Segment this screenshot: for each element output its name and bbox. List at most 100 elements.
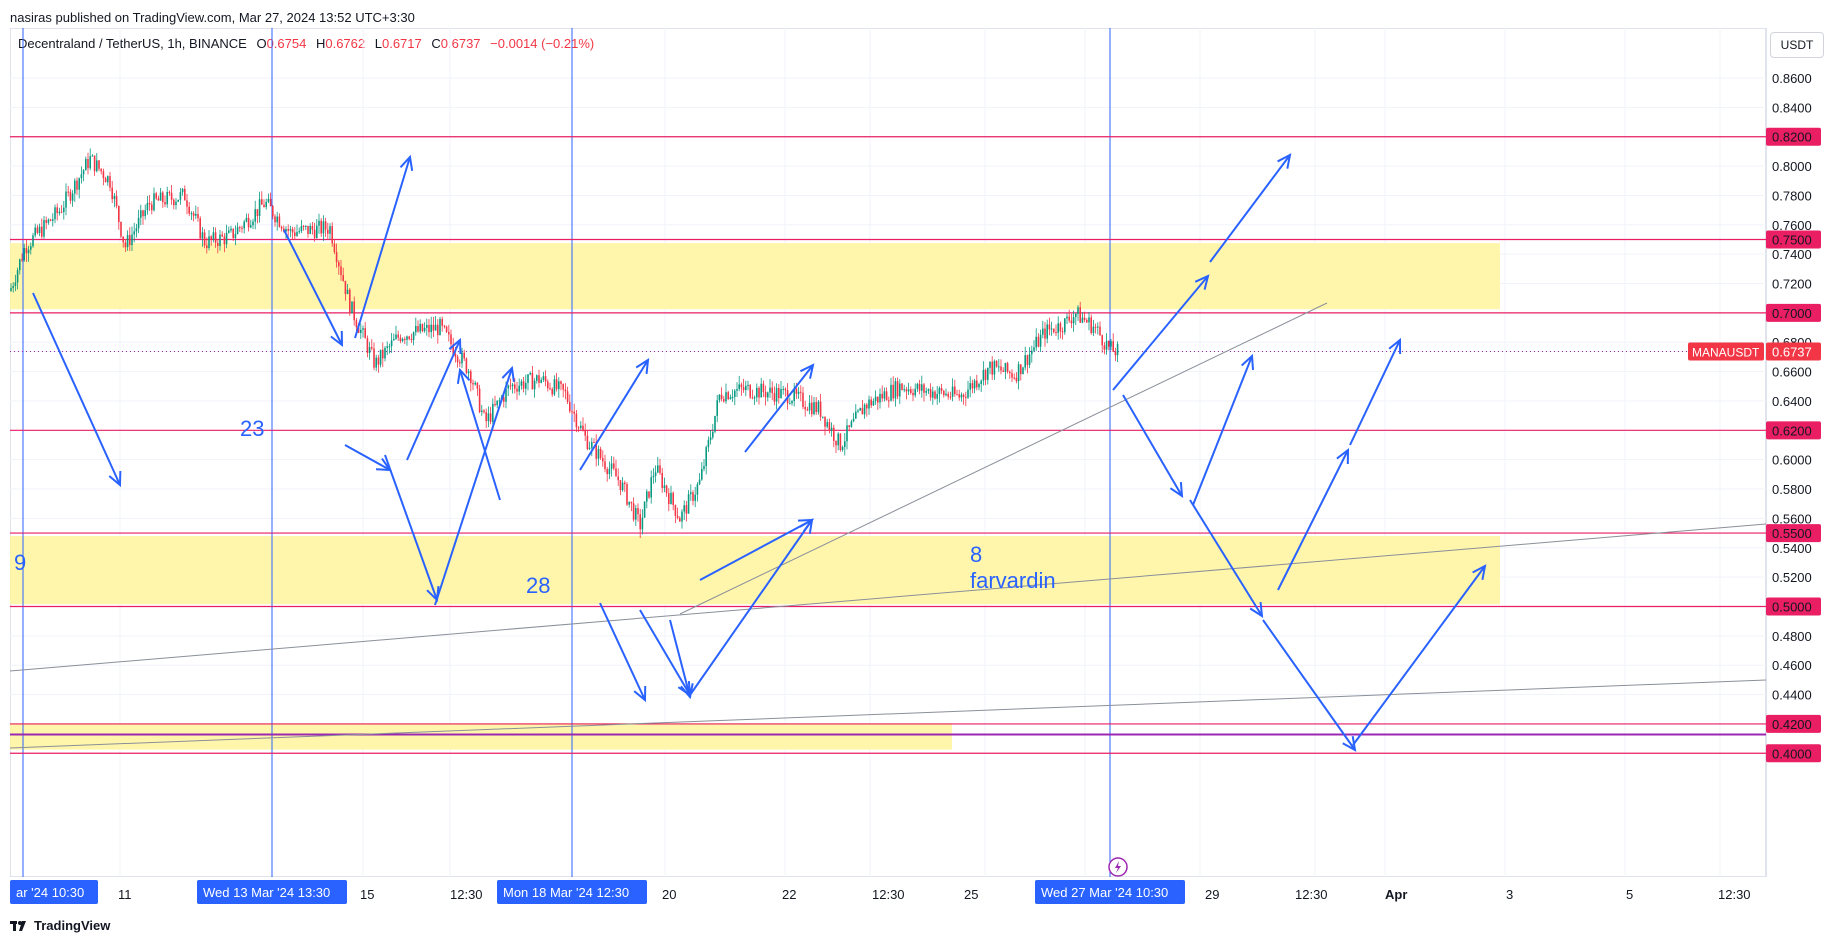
candle-body (949, 396, 952, 398)
candle-body (929, 389, 932, 398)
candle-body (96, 160, 98, 172)
candle-body (236, 227, 239, 235)
price-tick-label: 0.8600 (1772, 71, 1812, 86)
horizontal-levels (10, 136, 1766, 754)
candle-body (819, 401, 822, 417)
arrow-line (384, 454, 438, 601)
candle-body (978, 383, 980, 388)
price-tick-label: 0.7600 (1772, 218, 1812, 233)
candle-body (45, 220, 47, 223)
time-highlight-badge (197, 880, 347, 904)
candle-body (14, 282, 17, 286)
candle-body (412, 332, 415, 340)
price-level-badge (1766, 127, 1821, 146)
candle-body (551, 389, 553, 395)
time-highlight-label: ar '24 10:30 (16, 885, 84, 900)
price-level-label: 0.4200 (1772, 717, 1812, 732)
candle-body (879, 393, 881, 403)
candle-body (408, 336, 410, 339)
candle-body (549, 388, 551, 390)
candle-body (1081, 317, 1084, 323)
candle-body (643, 501, 646, 518)
candle-body (727, 392, 729, 400)
candle-body (1050, 328, 1053, 330)
candle-body (276, 216, 278, 223)
arrow-head (456, 367, 471, 384)
candle-body (916, 383, 919, 389)
candle-body (113, 195, 116, 200)
candle-body (452, 344, 454, 355)
candle-body (173, 199, 175, 206)
candle-body (654, 472, 657, 476)
candle-body (16, 270, 19, 283)
symbol-title[interactable]: Decentraland / TetherUS, 1h, BINANCE (18, 36, 247, 51)
price-level-badge (1766, 597, 1821, 616)
candle-body (575, 413, 578, 428)
arrow-head (108, 470, 122, 488)
candle-body (562, 383, 564, 390)
candle-body (302, 225, 305, 227)
candle-body (709, 437, 712, 441)
candle-body (1103, 345, 1106, 350)
price-tick-label: 0.5400 (1772, 541, 1812, 556)
footer-brand[interactable]: TradingView (10, 918, 110, 933)
candle-body (934, 391, 936, 399)
candle-body (839, 433, 842, 450)
candle-body (496, 400, 498, 406)
candle-body (322, 221, 325, 234)
candle-body (148, 202, 151, 205)
candle-body (32, 235, 34, 247)
candle-body (1024, 355, 1026, 368)
candle-body (85, 158, 87, 171)
candle-body (1108, 340, 1110, 347)
candle-body (544, 376, 547, 382)
candle-body (1044, 328, 1046, 339)
candle-body (384, 347, 386, 359)
chart-pane[interactable] (10, 28, 1766, 877)
candle-body (866, 404, 868, 409)
candle-body (258, 199, 261, 216)
candle-body (1022, 367, 1024, 375)
candle-body (195, 213, 197, 216)
candle-body (382, 349, 384, 359)
candle-body (12, 285, 14, 289)
candle-body (525, 382, 527, 389)
price-level-badge (1766, 524, 1821, 543)
candle-body (740, 384, 743, 388)
time-tick-label: 11 (118, 887, 132, 902)
price-level-badge (1766, 744, 1821, 763)
candle-body (349, 289, 351, 314)
candle-body (27, 249, 30, 254)
candle-body (555, 379, 558, 390)
candle-body (619, 480, 622, 491)
candle-body (417, 326, 419, 332)
arrow-line (1277, 449, 1349, 591)
candle-body (718, 394, 721, 401)
candle-body (285, 228, 287, 232)
candle-body (439, 319, 441, 336)
candle-body (542, 376, 545, 380)
candle-body (1059, 323, 1062, 332)
currency-button[interactable]: USDT (1770, 32, 1824, 58)
publish-info: nasiras published on TradingView.com, Ma… (10, 10, 415, 25)
candle-body (450, 334, 452, 345)
candle-body (371, 347, 373, 349)
candle-body (509, 385, 512, 387)
candle-body (120, 221, 122, 237)
candle-body (923, 384, 925, 393)
price-tick-label: 0.7200 (1772, 277, 1812, 292)
candle-body (1000, 366, 1002, 371)
change-value: −0.0014 (−0.21%) (490, 36, 595, 51)
candle-body (531, 372, 534, 390)
candle-body (956, 394, 958, 396)
price-scale[interactable] (1766, 28, 1827, 877)
candle-body (720, 394, 723, 399)
low-value: 0.6717 (381, 36, 422, 51)
candle-body (993, 361, 996, 375)
candle-body (203, 232, 206, 246)
candle-body (492, 403, 494, 422)
candle-body (835, 440, 837, 446)
candle-body (362, 328, 364, 330)
candle-body (529, 372, 531, 375)
